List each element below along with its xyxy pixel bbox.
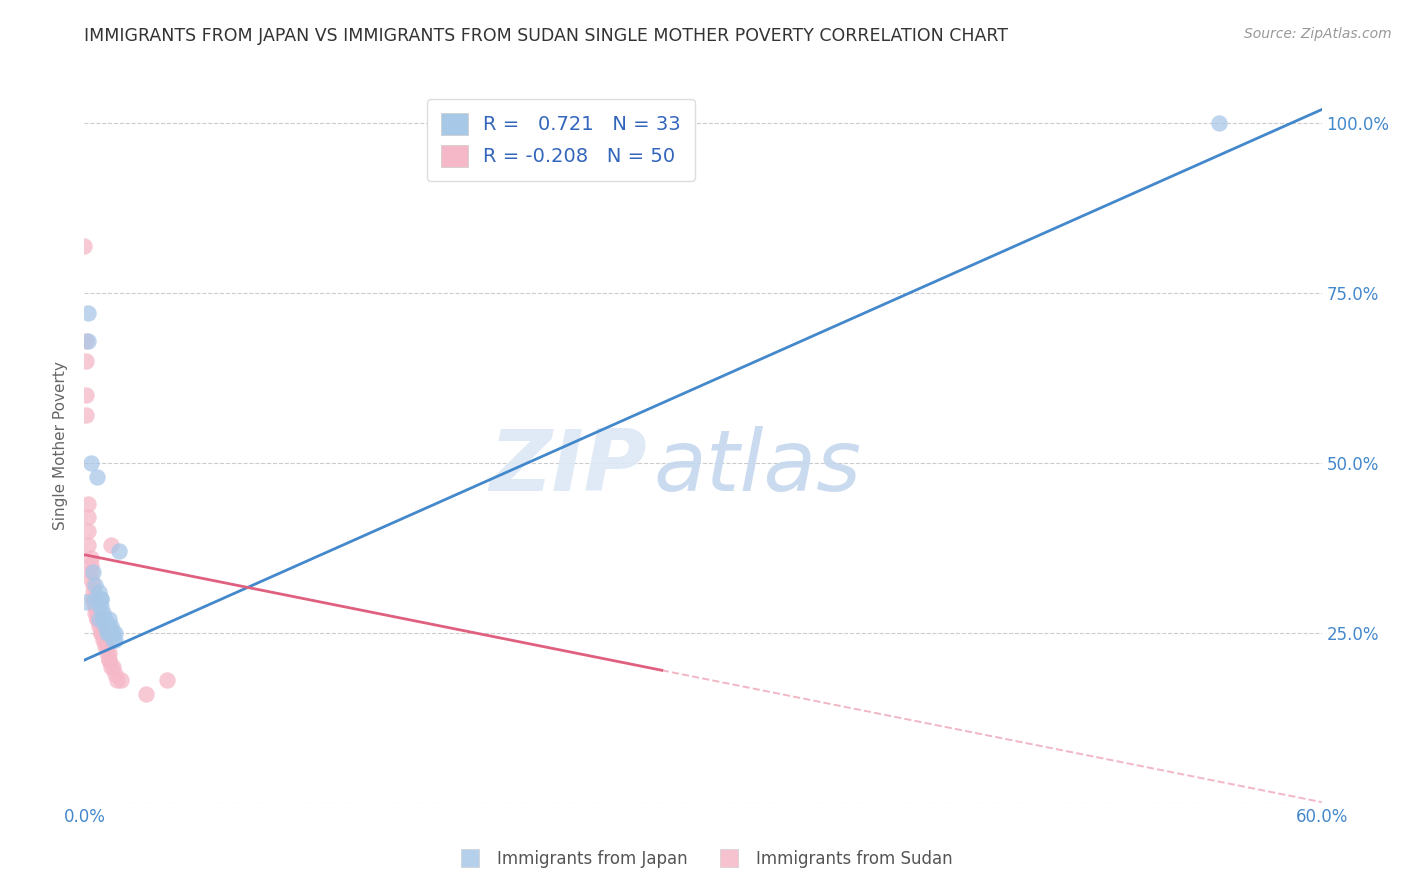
Point — [86, 612, 108, 626]
Point — [83, 606, 105, 620]
Point — [77, 524, 100, 538]
Point — [79, 565, 101, 579]
Point — [103, 632, 125, 647]
Point — [98, 619, 121, 633]
Point — [87, 612, 110, 626]
Point — [98, 626, 121, 640]
Point — [105, 673, 128, 688]
Point — [104, 666, 127, 681]
Point — [98, 653, 121, 667]
Text: atlas: atlas — [654, 425, 862, 509]
Point — [86, 612, 108, 626]
Point — [103, 660, 125, 674]
Point — [79, 456, 101, 470]
Point — [83, 599, 105, 613]
Point — [83, 599, 105, 613]
Point — [96, 646, 118, 660]
Point — [103, 626, 125, 640]
Point — [100, 660, 122, 674]
Point — [91, 632, 114, 647]
Point — [98, 653, 121, 667]
Point — [94, 640, 117, 654]
Point — [73, 238, 96, 252]
Point — [96, 619, 118, 633]
Point — [100, 619, 122, 633]
Point — [94, 632, 117, 647]
Point — [79, 551, 101, 566]
Legend: Immigrants from Japan, Immigrants from Sudan: Immigrants from Japan, Immigrants from S… — [447, 844, 959, 875]
Point — [83, 591, 105, 606]
Point — [96, 626, 118, 640]
Point — [100, 537, 122, 551]
Point — [77, 537, 100, 551]
Point — [87, 585, 110, 599]
Point — [77, 306, 100, 320]
Point — [75, 388, 97, 402]
Point — [91, 606, 114, 620]
Point — [90, 626, 112, 640]
Point — [1208, 116, 1230, 130]
Point — [90, 591, 112, 606]
Point — [75, 334, 97, 348]
Point — [83, 578, 105, 592]
Point — [87, 619, 110, 633]
Point — [86, 606, 108, 620]
Point — [82, 578, 104, 592]
Text: ZIP: ZIP — [489, 425, 647, 509]
Point — [98, 646, 121, 660]
Text: Source: ZipAtlas.com: Source: ZipAtlas.com — [1244, 27, 1392, 41]
Point — [104, 626, 127, 640]
Point — [91, 612, 114, 626]
Point — [108, 544, 131, 558]
Point — [77, 497, 100, 511]
Point — [75, 354, 97, 368]
Point — [77, 510, 100, 524]
Point — [98, 612, 121, 626]
Point — [90, 591, 112, 606]
Point — [90, 599, 112, 613]
Point — [82, 591, 104, 606]
Point — [91, 626, 114, 640]
Point — [444, 116, 467, 130]
Point — [96, 640, 118, 654]
Point — [91, 612, 114, 626]
Point — [87, 612, 110, 626]
Point — [87, 612, 110, 626]
Point — [75, 595, 97, 609]
Point — [87, 599, 110, 613]
Point — [135, 687, 157, 701]
Y-axis label: Single Mother Poverty: Single Mother Poverty — [53, 361, 69, 531]
Point — [90, 626, 112, 640]
Point — [94, 632, 117, 647]
Legend: R =   0.721   N = 33, R = -0.208   N = 50: R = 0.721 N = 33, R = -0.208 N = 50 — [427, 99, 695, 181]
Point — [94, 612, 117, 626]
Point — [75, 409, 97, 423]
Point — [86, 469, 108, 483]
Point — [83, 591, 105, 606]
Point — [82, 585, 104, 599]
Point — [82, 565, 104, 579]
Point — [104, 632, 127, 647]
Point — [94, 619, 117, 633]
Text: IMMIGRANTS FROM JAPAN VS IMMIGRANTS FROM SUDAN SINGLE MOTHER POVERTY CORRELATION: IMMIGRANTS FROM JAPAN VS IMMIGRANTS FROM… — [84, 27, 1008, 45]
Point — [110, 673, 132, 688]
Point — [79, 572, 101, 586]
Point — [79, 558, 101, 572]
Point — [82, 591, 104, 606]
Point — [100, 626, 122, 640]
Point — [156, 673, 179, 688]
Point — [91, 626, 114, 640]
Point — [90, 619, 112, 633]
Point — [77, 334, 100, 348]
